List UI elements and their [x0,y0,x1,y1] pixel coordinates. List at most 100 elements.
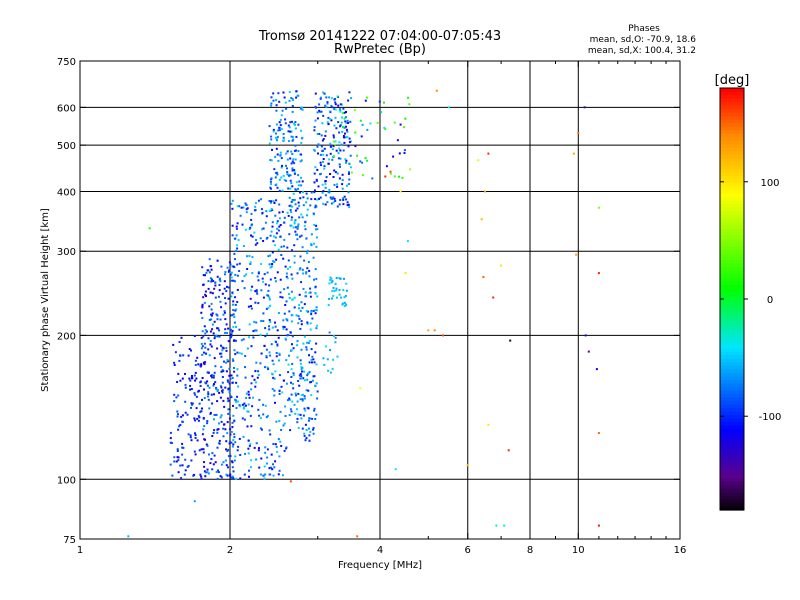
chart-title: Tromsø 20141222 07:04:00-07:05:43 [258,29,501,44]
data-point [179,424,182,426]
data-point [200,410,203,413]
data-point [235,227,238,230]
data-point [295,314,298,317]
data-point [281,474,284,477]
data-point [300,184,303,187]
data-point [293,403,296,406]
data-point [226,359,229,362]
data-point [584,334,587,337]
data-point [276,173,279,176]
data-point [267,368,270,371]
data-point [256,292,259,295]
data-point [292,347,295,350]
data-point [314,119,317,122]
data-point [289,408,292,411]
data-point [309,328,312,331]
data-point [287,187,290,190]
data-point [257,279,260,282]
data-point [212,463,215,466]
data-point [277,92,280,95]
data-point [268,351,271,354]
data-point [233,436,236,439]
colorbar-segment [720,485,744,490]
data-point [276,329,279,332]
data-point [217,327,220,330]
data-point [289,331,292,334]
data-point [307,419,310,422]
data-point [223,423,225,426]
data-point [273,260,276,263]
data-point [336,183,339,186]
data-point [222,435,225,438]
data-point [209,462,212,465]
data-point [296,344,299,347]
data-point [173,400,176,403]
data-point [291,160,294,163]
data-point [343,111,346,114]
data-point [364,157,367,160]
colorbar-segment [720,422,744,427]
data-point [216,275,219,278]
data-point [290,150,293,153]
phase-stats-line2: mean, sd,X: 100.4, 31.2 [588,46,696,56]
data-point [267,306,270,309]
data-point [175,396,178,399]
colorbar-segment [720,351,744,356]
data-point [198,402,201,405]
data-point [269,354,272,357]
data-point [216,477,219,480]
data-point [235,381,238,384]
data-point [234,258,236,261]
data-point [289,121,292,124]
data-point [283,139,285,142]
data-point [285,272,288,275]
data-point [311,361,313,364]
data-point [263,273,266,276]
data-point [277,473,280,476]
data-point [278,352,281,355]
data-point [248,336,250,339]
data-point [205,295,207,297]
data-point [282,174,285,177]
data-point [232,477,235,480]
data-point [288,196,291,199]
data-point [234,273,237,276]
data-point [280,245,283,248]
data-point [220,306,223,309]
data-point [286,158,289,161]
data-point [232,309,235,311]
data-point [361,161,364,164]
data-point [282,257,285,260]
data-point [344,136,347,139]
data-point [286,167,288,170]
data-point [301,427,304,430]
data-point [313,223,316,226]
data-point [280,385,283,388]
data-point [287,334,290,336]
data-point [322,158,325,160]
data-point [409,168,412,171]
data-point [247,439,250,442]
data-point [309,204,312,207]
data-point [247,447,250,450]
colorbar-segment [720,474,744,479]
data-point [330,119,333,122]
data-point [181,446,184,449]
data-point [203,351,205,354]
data-point [321,191,324,194]
data-point [280,166,283,169]
colorbar-segment [720,408,744,413]
data-point [334,140,337,143]
data-point [268,284,271,287]
data-point [253,209,256,212]
data-point [251,235,254,238]
colorbar-segment [720,327,744,332]
data-point [326,358,329,361]
data-point [235,308,238,311]
data-point [288,126,291,129]
data-point [194,453,197,456]
data-point [199,411,202,413]
colorbar-segment [720,457,744,462]
data-point [220,386,223,389]
